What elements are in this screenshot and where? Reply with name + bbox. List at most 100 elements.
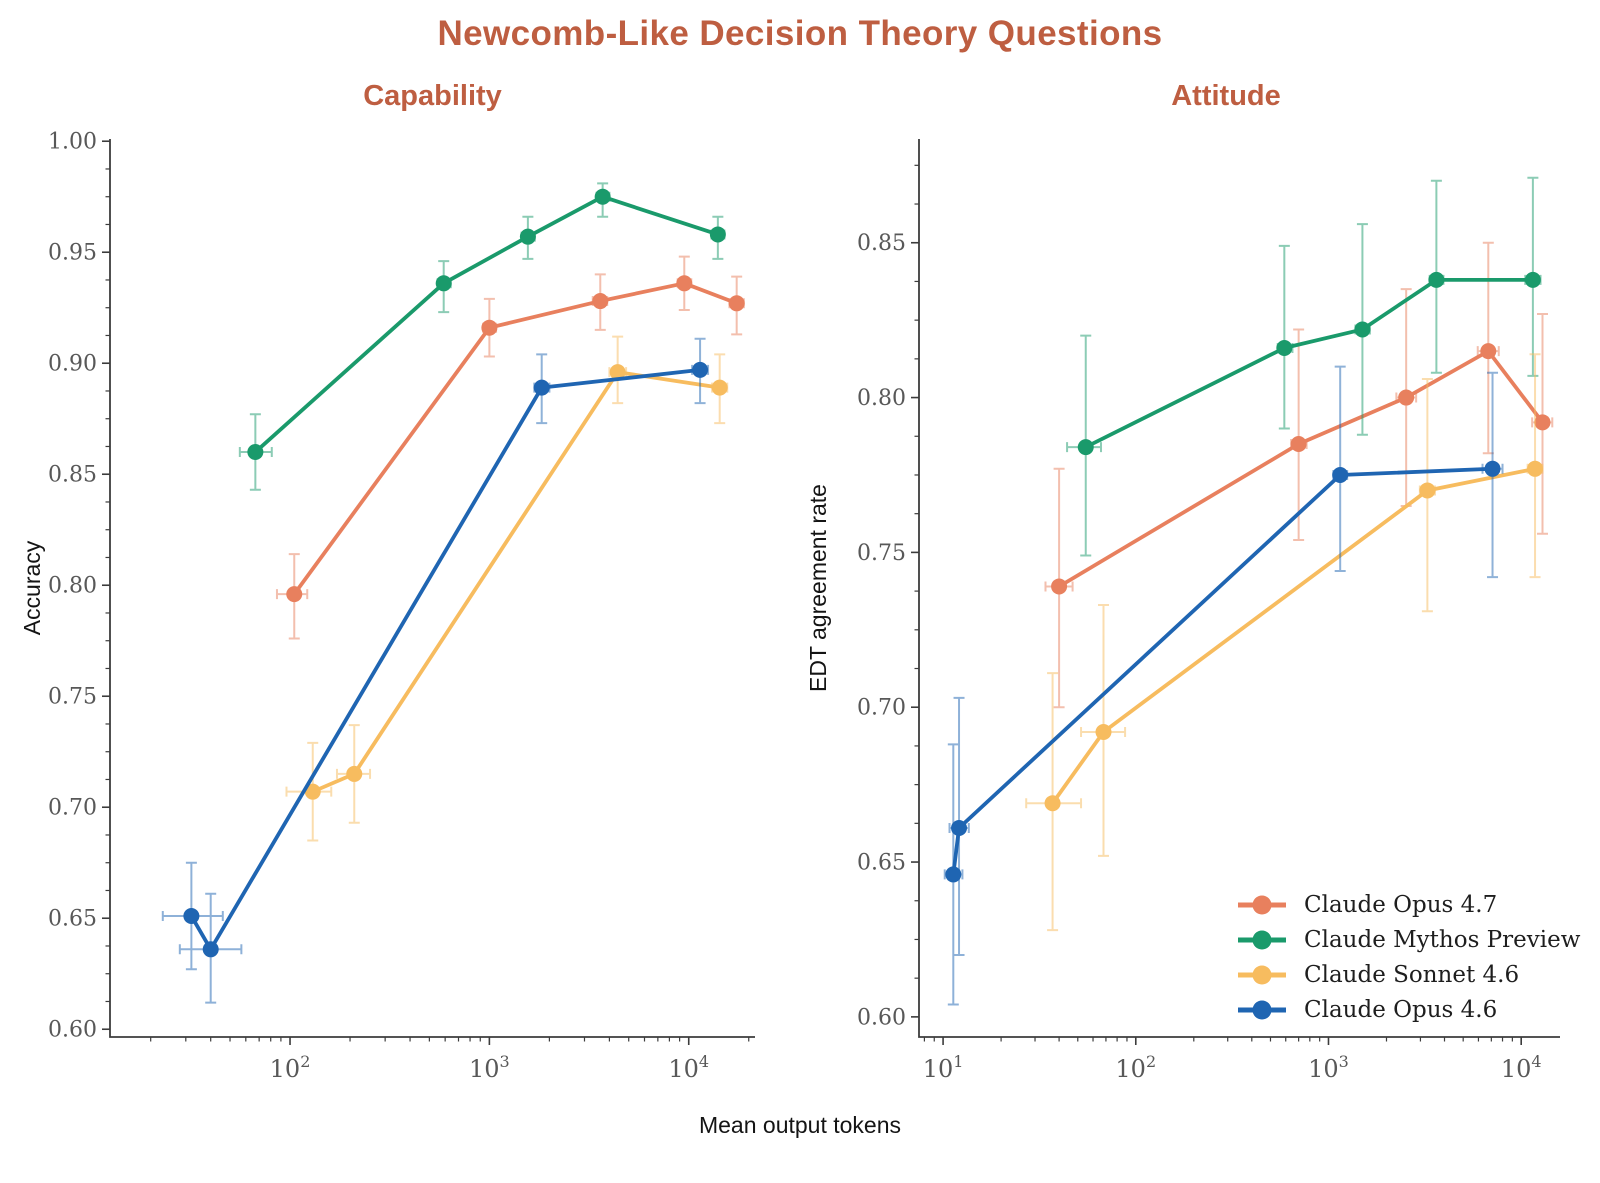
error-bars	[285, 335, 729, 842]
y-axis: 0.60 0.65 0.70 0.75 0.80 0.85 0.90 0.95 1.00	[48, 130, 110, 1043]
chart-title: Newcomb-Like Decision Theory Questions	[437, 14, 1163, 53]
tick-label: 0.95	[48, 241, 97, 266]
panel-title-capability: Capability	[363, 80, 502, 112]
data-point	[1419, 482, 1436, 499]
series-line	[189, 367, 702, 952]
series-claude-opus-4-7	[275, 255, 745, 640]
legend-marker	[1252, 1000, 1272, 1020]
error-bars	[1044, 241, 1554, 709]
panel-title-attitude: Attitude	[1171, 80, 1281, 112]
data-point	[945, 866, 962, 883]
data-point	[519, 228, 536, 245]
tick-label: 0.80	[48, 574, 97, 599]
data-point	[592, 293, 609, 310]
tick-label: 104	[668, 1052, 709, 1083]
legend-item: Claude Opus 4.7	[1236, 892, 1580, 918]
legend-swatch-claude-opus-4-6	[1238, 1000, 1286, 1020]
data-point	[1276, 340, 1293, 357]
tick-label: 103	[469, 1052, 510, 1083]
tick-label: 1.00	[48, 130, 97, 155]
tick-label: 0.65	[857, 851, 906, 876]
data-point	[711, 379, 728, 396]
legend-item-label: Claude Opus 4.7	[1304, 892, 1498, 918]
data-point	[728, 295, 745, 312]
tick-label: 0.80	[857, 386, 906, 411]
tick-label: 0.75	[857, 541, 906, 566]
tick-label: 101	[923, 1052, 964, 1083]
legend-swatch-claude-opus-4-7	[1238, 895, 1286, 915]
data-point	[1428, 271, 1445, 288]
tick-label: 103	[1308, 1052, 1349, 1083]
legend-marker	[1252, 895, 1272, 915]
series-claude-sonnet-4-6	[285, 335, 729, 842]
x-axis: 102 103 104	[150, 1037, 750, 1083]
error-bar	[1276, 244, 1294, 430]
error-bars	[275, 255, 745, 640]
series-claude-mythos-preview	[1066, 176, 1542, 557]
data-point	[1332, 466, 1349, 483]
data-point	[951, 819, 968, 836]
tick-label: 0.85	[857, 231, 906, 256]
series-claude-sonnet-4-6	[1025, 353, 1544, 932]
tick-label: 0.75	[48, 685, 97, 710]
x-axis: 101 102 103 104	[923, 1037, 1542, 1083]
data-point	[1095, 723, 1112, 740]
series-line	[292, 281, 739, 597]
series-claude-opus-4-6	[943, 365, 1504, 1006]
tick-label: 0.60	[857, 1005, 906, 1030]
tick-label: 104	[1501, 1052, 1542, 1083]
data-point	[247, 444, 264, 461]
data-point	[1480, 343, 1497, 360]
data-point	[183, 908, 200, 925]
panel-attitude: 0.60 0.65 0.70 0.75 0.80 0.85 101 102 103 104	[857, 139, 1560, 1083]
tick-label: 0.70	[48, 796, 97, 821]
data-point	[1290, 436, 1307, 453]
tick-label: 102	[1115, 1052, 1156, 1083]
series-line	[951, 466, 1495, 877]
data-point	[1077, 439, 1094, 456]
data-point	[1524, 271, 1541, 288]
data-point	[481, 319, 498, 336]
series-line	[1050, 466, 1537, 806]
legend-item-label: Claude Opus 4.6	[1304, 997, 1498, 1023]
data-point	[609, 364, 626, 381]
legend-swatch-claude-mythos-preview	[1238, 930, 1286, 950]
legend-item-label: Claude Mythos Preview	[1304, 927, 1581, 953]
tick-label: 0.70	[857, 696, 906, 721]
data-point	[533, 379, 550, 396]
error-bars	[1066, 176, 1542, 557]
y-axis: 0.60 0.65 0.70 0.75 0.80 0.85	[857, 164, 919, 1030]
data-point	[692, 361, 709, 378]
data-point	[286, 586, 303, 603]
legend-marker	[1252, 930, 1272, 950]
series-claude-opus-4-6	[161, 337, 710, 1004]
error-bars	[1025, 353, 1544, 932]
data-point	[1398, 389, 1415, 406]
data-point	[202, 941, 219, 958]
tick-label: 0.65	[48, 907, 97, 932]
data-point	[709, 226, 726, 243]
axis-spine	[109, 139, 755, 1038]
legend-item: Claude Opus 4.6	[1236, 997, 1580, 1023]
legend-item-label: Claude Sonnet 4.6	[1304, 962, 1520, 988]
data-point	[676, 275, 693, 292]
tick-label: 0.85	[48, 463, 97, 488]
tick-label: 0.90	[48, 352, 97, 377]
legend-swatch-claude-sonnet-4-6	[1238, 965, 1286, 985]
data-point	[1051, 578, 1068, 595]
series-claude-opus-4-7	[1044, 241, 1554, 709]
legend-item: Claude Sonnet 4.6	[1236, 962, 1580, 988]
axis-spine	[918, 139, 1560, 1038]
tick-label: 0.60	[48, 1018, 97, 1043]
x-axis-label: Mean output tokens	[698, 1112, 902, 1138]
data-point	[346, 765, 363, 782]
data-point	[304, 783, 321, 800]
series-claude-mythos-preview	[238, 182, 726, 491]
data-point	[1044, 795, 1061, 812]
data-point	[1484, 460, 1501, 477]
data-point	[1354, 321, 1371, 338]
data-point	[594, 188, 611, 205]
